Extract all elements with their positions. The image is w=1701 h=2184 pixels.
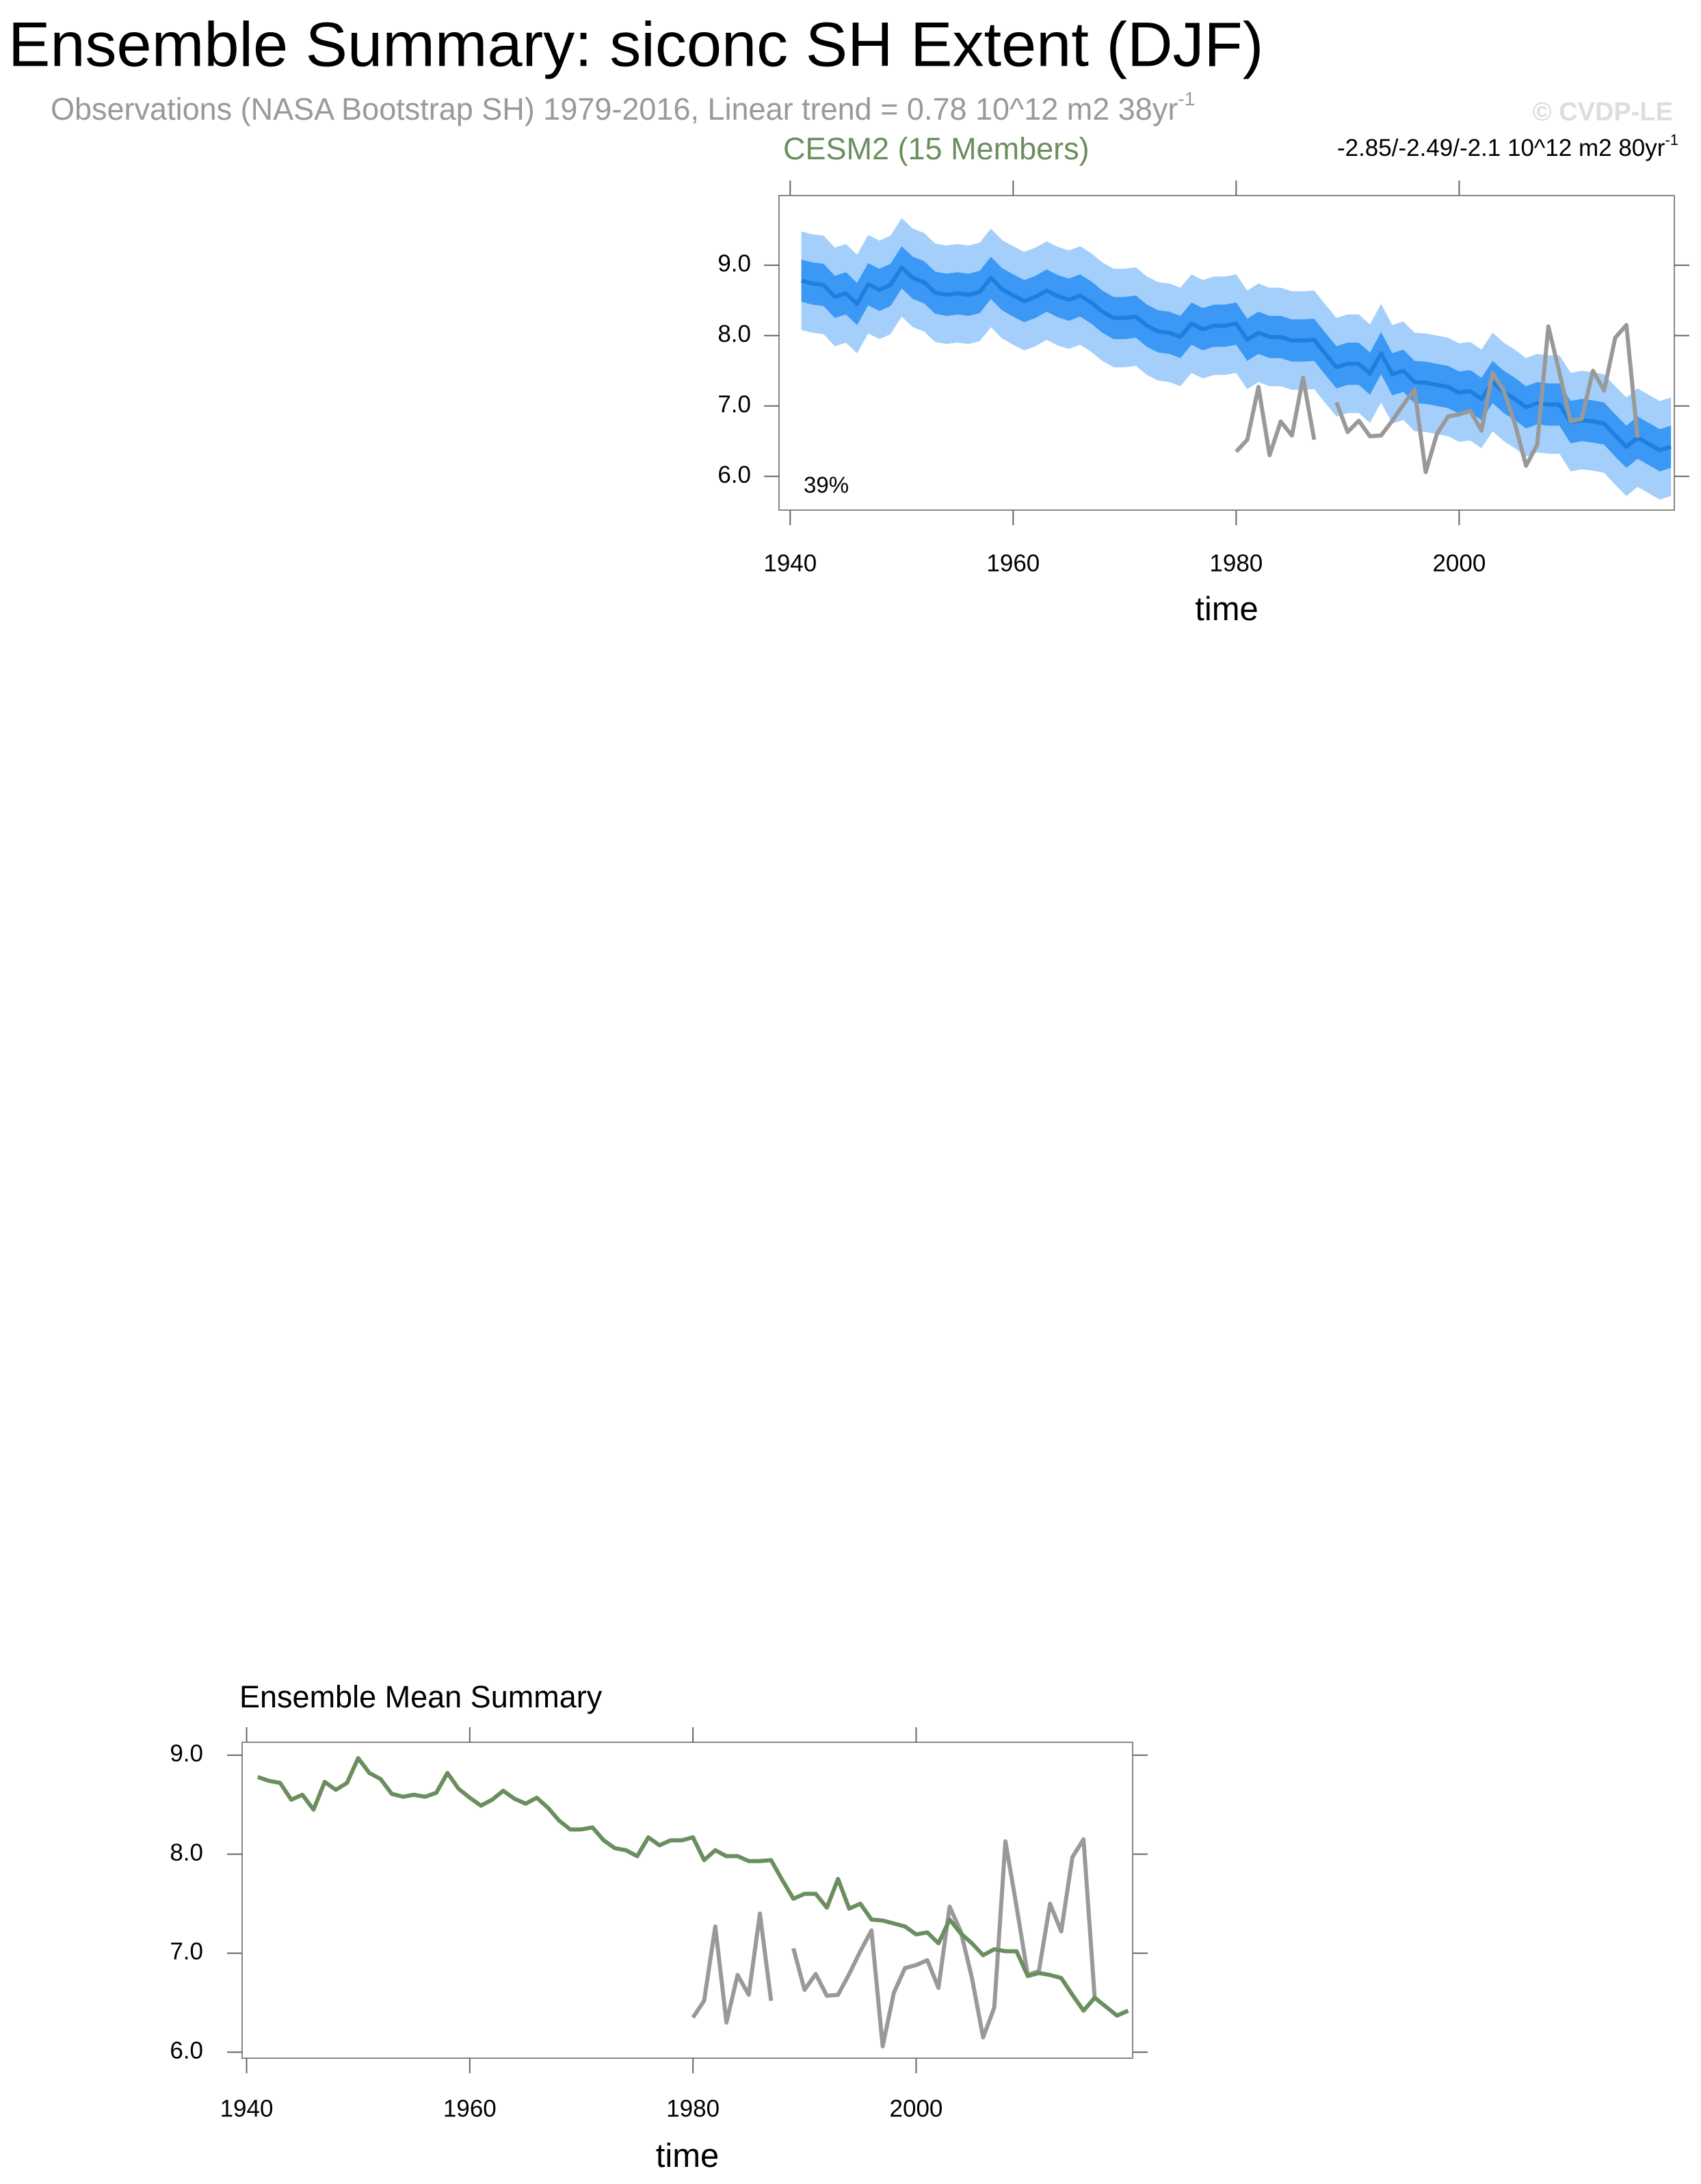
x-tick-label: 1980: [666, 2095, 720, 2122]
range-band: [801, 217, 1672, 500]
trend-value: -2.85/-2.49/-2.1 10^12 m2 80yr: [1337, 135, 1665, 161]
y-tick-label: 8.0: [717, 321, 751, 347]
y-tick-label: 7.0: [170, 1939, 203, 1965]
watermark: © CVDP-LE: [1533, 98, 1673, 126]
x-axis-label: time: [1195, 591, 1258, 628]
y-tick-label: 9.0: [717, 250, 751, 277]
chart-title: CESM2 (15 Members): [783, 131, 1090, 166]
subtitle-superscript: -1: [1178, 88, 1195, 109]
subtitle: Observations (NASA Bootstrap SH) 1979-20…: [51, 88, 1195, 126]
x-tick-label: 2000: [1432, 550, 1486, 576]
page-title: Ensemble Summary: siconc SH Extent (DJF): [8, 10, 1263, 79]
trend-superscript: -1: [1665, 131, 1678, 148]
x-tick-label: 2000: [890, 2095, 943, 2122]
x-tick-label: 1960: [986, 550, 1040, 576]
y-tick-label: 9.0: [170, 1740, 203, 1767]
series-area: [256, 1756, 1129, 2049]
range-band: [801, 246, 1672, 472]
x-axis-label: time: [656, 2138, 720, 2174]
y-tick-label: 8.0: [170, 1839, 203, 1866]
y-tick-label: 7.0: [717, 391, 751, 418]
y-tick-label: 6.0: [717, 462, 751, 488]
plot: 1940 1960 1980 2000 6.0 7.0 8.0 9.0 time Ensemble…: [170, 1679, 1148, 2174]
series-line: [256, 1756, 1129, 2018]
x-tick-label: 1940: [220, 2095, 274, 2122]
series-area: [800, 217, 1672, 500]
plot-frame: [778, 195, 1675, 511]
trend-text: -2.85/-2.49/-2.1 10^12 m2 80yr-1: [1337, 131, 1678, 161]
y-tick-label: 6.0: [170, 2038, 203, 2064]
x-tick-label: 1980: [1209, 550, 1263, 576]
x-tick-label: 1960: [443, 2095, 497, 2122]
series-line: [1235, 323, 1640, 475]
series-line: [800, 265, 1672, 453]
plot: 1940 1960 1980 2000 6.0 7.0 8.0 9.0 time CESM2 (1…: [717, 131, 1689, 628]
chart-title: Ensemble Mean Summary: [239, 1679, 603, 1714]
plot-frame: [241, 1742, 1133, 2059]
x-tick-label: 1940: [763, 550, 817, 576]
series-line: [691, 1837, 1097, 2049]
annotation: 39%: [804, 472, 849, 498]
subtitle-text: Observations (NASA Bootstrap SH) 1979-20…: [51, 92, 1178, 126]
